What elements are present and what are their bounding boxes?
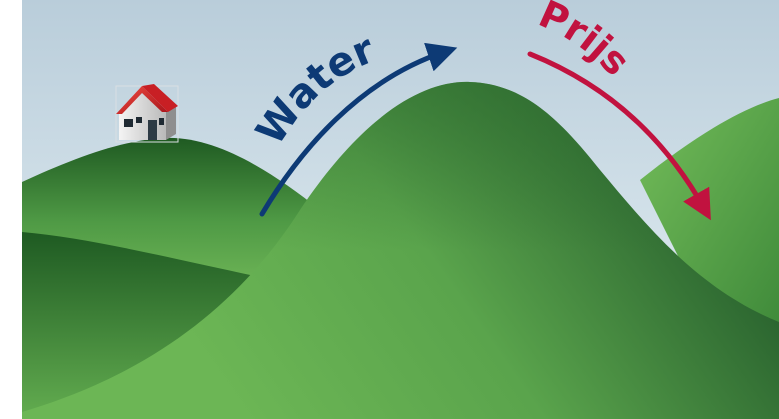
- price-arrow: [527, 51, 711, 221]
- house-icon: [115, 84, 179, 143]
- central-hill-shading: [22, 81, 779, 419]
- water-arrow: [259, 42, 458, 217]
